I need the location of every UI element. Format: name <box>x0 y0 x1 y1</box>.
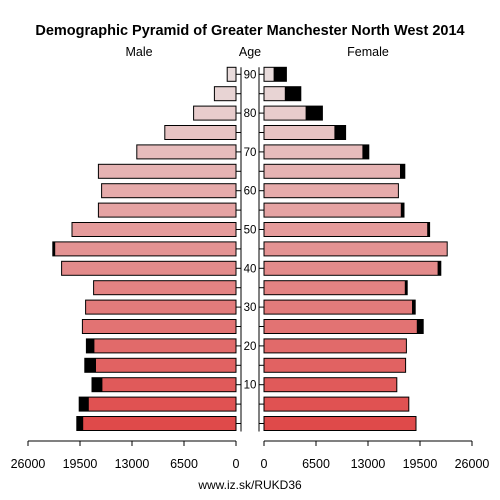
male-excess-20-24 <box>86 338 95 353</box>
male-excess-15-19 <box>84 358 96 373</box>
female-bar-45-49 <box>263 241 448 257</box>
age-tick-label: 80 <box>244 108 257 120</box>
male-bar-70-74 <box>136 144 237 160</box>
female-x-tick-label: 19500 <box>403 457 438 471</box>
female-excess-25-29 <box>416 319 424 334</box>
male-bar-25-29 <box>81 319 237 334</box>
female-excess-30-34 <box>412 300 416 315</box>
female-bar-75-79 <box>263 125 347 140</box>
female-excess-85-89 <box>284 86 301 101</box>
male-bar-10-14 <box>91 377 237 393</box>
female-bar-50-54 <box>263 222 431 237</box>
female-excess-70-74 <box>362 144 369 159</box>
female-x-tick-label: 0 <box>261 457 268 471</box>
female-excess-80-84 <box>305 106 323 121</box>
age-tick-label: 40 <box>244 263 257 275</box>
male-bar-50-54 <box>71 222 237 237</box>
female-excess-35-39 <box>404 280 408 295</box>
age-tick-label: 10 <box>244 380 257 392</box>
male-bar-40-44 <box>61 260 237 276</box>
female-bar-30-34 <box>263 299 416 315</box>
female-excess-75-79 <box>334 125 346 140</box>
male-bar-20-24 <box>85 338 237 354</box>
age-tick-label: 90 <box>244 69 257 81</box>
male-bar-30-34 <box>85 299 237 315</box>
female-bar-0-4 <box>263 416 417 431</box>
male-excess-5-9 <box>79 397 89 412</box>
chart-title: Demographic Pyramid of Greater Mancheste… <box>35 23 464 39</box>
female-bar-20-24 <box>263 338 407 354</box>
female-excess-55-59 <box>400 203 404 218</box>
female-bar-55-59 <box>263 202 405 218</box>
female-label: Female <box>347 45 389 59</box>
female-x-tick-label: 26000 <box>455 457 490 471</box>
female-bar-60-64 <box>263 183 399 199</box>
age-tick-label: 50 <box>244 225 257 237</box>
age-label: Age <box>239 45 261 59</box>
age-tick-label: 60 <box>244 186 257 198</box>
male-excess-45-49 <box>52 241 56 256</box>
male-bar-90+ <box>226 66 237 82</box>
female-bar-5-9 <box>263 396 410 412</box>
male-bar-75-79 <box>164 125 237 140</box>
female-bars <box>263 66 448 431</box>
age-tick-label: 70 <box>244 147 257 159</box>
source-label: www.iz.sk/RUKD36 <box>197 478 302 492</box>
male-bar-60-64 <box>101 183 237 199</box>
female-x-tick-label: 6500 <box>302 457 330 471</box>
male-x-tick-label: 13000 <box>115 457 150 471</box>
male-excess-0-4 <box>76 416 84 431</box>
male-bar-0-4 <box>76 416 237 431</box>
female-bar-10-14 <box>263 377 398 393</box>
x-axis: 26000 19500 13000 6500 0 0 6500 13000 19500 26000 <box>11 440 490 471</box>
male-bar-15-19 <box>84 357 237 373</box>
male-bar-5-9 <box>78 396 237 412</box>
male-x-tick-label: 26000 <box>11 457 46 471</box>
male-bar-55-59 <box>97 202 237 218</box>
male-bars <box>52 66 237 431</box>
male-bar-85-89 <box>213 86 237 102</box>
female-excess-40-44 <box>437 261 441 276</box>
female-bar-35-39 <box>263 280 408 296</box>
female-excess-90+ <box>273 67 287 82</box>
male-x-tick-label: 6500 <box>170 457 198 471</box>
male-x-tick-label: 0 <box>233 457 240 471</box>
female-excess-65-69 <box>400 164 405 179</box>
age-tick-label: 30 <box>244 302 257 314</box>
female-bar-70-74 <box>263 144 370 160</box>
female-bar-25-29 <box>263 319 424 334</box>
age-axis: 10 20 30 40 50 60 70 80 90 <box>236 67 264 432</box>
male-bar-80-84 <box>193 105 237 121</box>
male-bar-65-69 <box>97 163 237 179</box>
male-bar-35-39 <box>93 280 237 296</box>
male-bar-45-49 <box>52 241 237 257</box>
male-excess-10-14 <box>92 377 103 392</box>
male-x-tick-label: 19500 <box>63 457 98 471</box>
female-bar-65-69 <box>263 163 406 179</box>
female-x-tick-label: 13000 <box>351 457 386 471</box>
male-label: Male <box>125 45 152 59</box>
female-bar-40-44 <box>263 260 442 276</box>
female-bar-15-19 <box>263 357 407 373</box>
age-tick-label: 20 <box>244 341 257 353</box>
female-excess-50-54 <box>427 222 430 237</box>
